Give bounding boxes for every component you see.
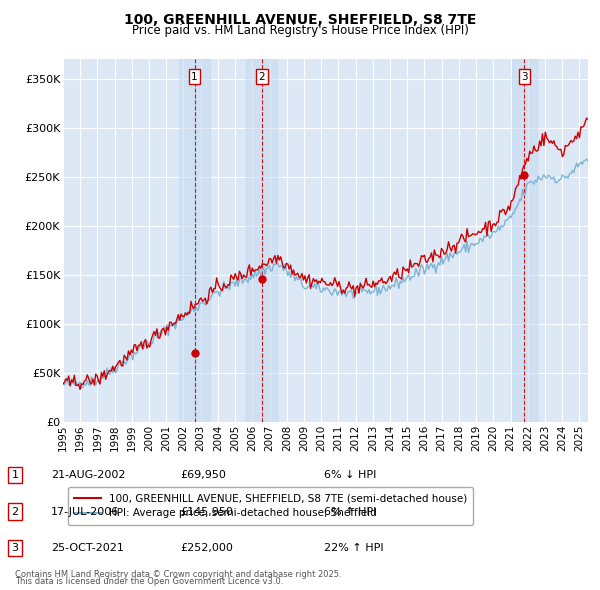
Text: 100, GREENHILL AVENUE, SHEFFIELD, S8 7TE: 100, GREENHILL AVENUE, SHEFFIELD, S8 7TE <box>124 13 476 27</box>
Text: 2: 2 <box>11 507 19 516</box>
Text: £145,950: £145,950 <box>180 507 233 516</box>
Text: Price paid vs. HM Land Registry's House Price Index (HPI): Price paid vs. HM Land Registry's House … <box>131 24 469 37</box>
Text: This data is licensed under the Open Government Licence v3.0.: This data is licensed under the Open Gov… <box>15 578 283 586</box>
Legend: 100, GREENHILL AVENUE, SHEFFIELD, S8 7TE (semi-detached house), HPI: Average pri: 100, GREENHILL AVENUE, SHEFFIELD, S8 7TE… <box>68 487 473 525</box>
Text: 1: 1 <box>11 470 19 480</box>
Text: 22% ↑ HPI: 22% ↑ HPI <box>324 543 383 553</box>
Text: 6% ↓ HPI: 6% ↓ HPI <box>324 470 376 480</box>
Text: 2: 2 <box>259 71 265 81</box>
Bar <box>512 59 538 422</box>
Text: Contains HM Land Registry data © Crown copyright and database right 2025.: Contains HM Land Registry data © Crown c… <box>15 571 341 579</box>
Text: 25-OCT-2021: 25-OCT-2021 <box>51 543 124 553</box>
Text: 3: 3 <box>11 543 19 553</box>
Text: 3: 3 <box>521 71 528 81</box>
Text: 17-JUL-2006: 17-JUL-2006 <box>51 507 119 516</box>
Text: 6% ↑ HPI: 6% ↑ HPI <box>324 507 376 516</box>
Text: 1: 1 <box>191 71 198 81</box>
Point <box>520 170 529 179</box>
Text: 21-AUG-2002: 21-AUG-2002 <box>51 470 125 480</box>
Bar <box>246 59 277 422</box>
Bar <box>179 59 210 422</box>
Text: £252,000: £252,000 <box>180 543 233 553</box>
Point <box>190 349 199 358</box>
Point <box>257 274 266 283</box>
Text: £69,950: £69,950 <box>180 470 226 480</box>
